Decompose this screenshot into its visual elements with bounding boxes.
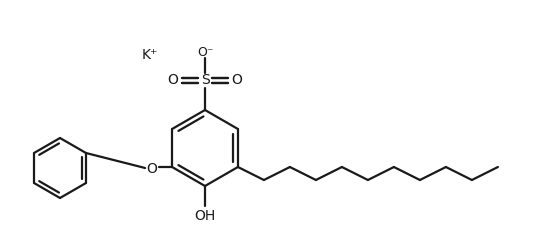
Text: OH: OH bbox=[194, 209, 216, 223]
Text: O: O bbox=[147, 162, 157, 176]
Text: O⁻: O⁻ bbox=[197, 45, 213, 59]
Text: K⁺: K⁺ bbox=[142, 48, 158, 62]
Text: S: S bbox=[200, 73, 209, 87]
Text: O: O bbox=[167, 73, 179, 87]
Text: O: O bbox=[232, 73, 242, 87]
